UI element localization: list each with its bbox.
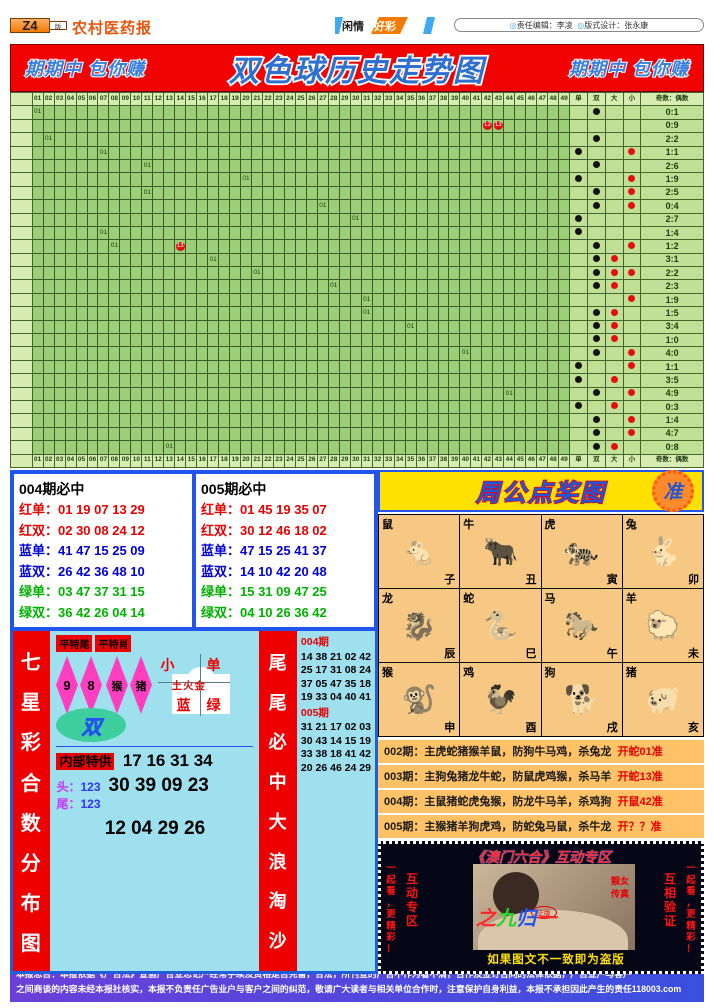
svg-text:猪: 猪: [135, 679, 147, 693]
svg-text:9: 9: [64, 678, 71, 693]
svg-text:好彩: 好彩: [373, 19, 396, 33]
svg-text:闲情: 闲情: [342, 19, 364, 33]
svg-text:猴: 猴: [112, 679, 124, 693]
svg-text:8: 8: [88, 678, 95, 693]
